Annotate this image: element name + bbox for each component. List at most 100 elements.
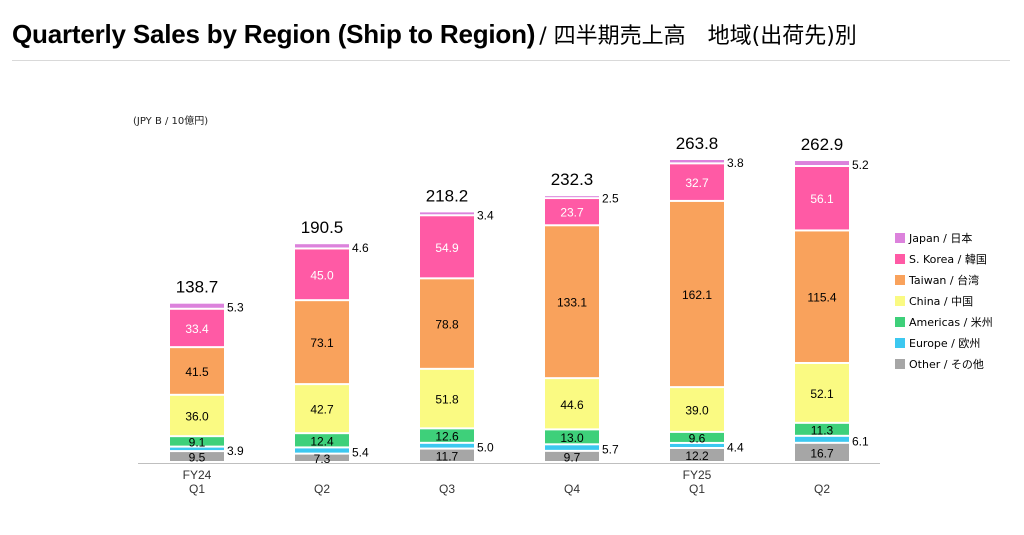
data-label: 12.4 (310, 434, 334, 448)
data-label: 115.4 (807, 291, 836, 305)
unit-label: (JPY B / 10億円) (133, 114, 208, 127)
bar-segment (795, 443, 849, 461)
bar-segment (670, 160, 724, 163)
title-divider (12, 60, 1010, 61)
legend-entry: Europe / 欧州 (909, 337, 980, 350)
data-label: 3.8 (727, 156, 744, 170)
legend-swatch (895, 233, 905, 243)
bar-segment (795, 161, 849, 166)
bar-segment (545, 199, 599, 225)
data-label: 44.6 (560, 398, 584, 412)
bar-segment (670, 388, 724, 431)
data-label: 12.2 (685, 449, 709, 463)
bar-segment (170, 437, 224, 446)
total-label: 218.2 (426, 186, 469, 205)
data-label: 56.1 (810, 192, 834, 206)
total-label: 262.9 (801, 135, 844, 154)
data-label: 5.0 (477, 441, 494, 455)
data-label: 23.7 (560, 206, 584, 220)
page-title: Quarterly Sales by Region (Ship to Regio… (12, 18, 857, 58)
legend-swatch (895, 338, 905, 348)
bar-segment (295, 244, 349, 248)
bar-segment (420, 212, 474, 215)
total-label: 263.8 (676, 134, 719, 153)
x-tick-quarter: Q3 (439, 482, 455, 496)
bar-segment (420, 369, 474, 428)
legend-entry: Taiwan / 台湾 (908, 273, 979, 287)
legend-swatch (895, 254, 905, 264)
data-label: 5.4 (352, 446, 369, 460)
data-label: 7.3 (314, 452, 331, 466)
bar-segment (545, 226, 599, 378)
bar-segment (420, 279, 474, 368)
legend-entry: Japan / 日本 (908, 231, 972, 245)
bar-segment (170, 309, 224, 347)
legend-swatch (895, 359, 905, 369)
bar-segment (795, 436, 849, 442)
bar-segment (170, 447, 224, 451)
bar-segment (795, 231, 849, 362)
data-label: 133.1 (557, 296, 587, 310)
bar-segment (295, 454, 349, 461)
data-label: 9.6 (689, 431, 706, 445)
legend-swatch (895, 296, 905, 306)
data-label: 162.1 (682, 288, 712, 302)
title-subtitle: / 四半期売上高 地域(出荷先)別 (539, 24, 857, 49)
bar-segment (670, 448, 724, 461)
data-label: 3.9 (227, 444, 244, 458)
data-label: 16.7 (810, 446, 834, 460)
bar-segment (545, 379, 599, 429)
bar-segment (170, 452, 224, 461)
bar-segment (295, 249, 349, 300)
bar-segment (545, 196, 599, 198)
bar-segment (545, 445, 599, 450)
bar-segment (795, 363, 849, 422)
data-label: 4.4 (727, 440, 744, 454)
x-tick-fiscal-year: FY24 (183, 468, 212, 482)
data-label: 52.1 (810, 387, 834, 401)
data-label: 3.4 (477, 208, 494, 222)
bar-segment (670, 443, 724, 447)
total-label: 232.3 (551, 170, 594, 189)
x-tick-fiscal-year: FY25 (683, 468, 712, 482)
data-label: 36.0 (185, 409, 209, 423)
x-tick-quarter: Q4 (564, 482, 580, 496)
data-label: 42.7 (310, 403, 334, 417)
x-tick-quarter: Q1 (689, 482, 705, 496)
data-label: 11.3 (811, 423, 834, 437)
bar-segment (420, 443, 474, 448)
data-label: 11.7 (436, 449, 459, 463)
x-tick-quarter: Q1 (189, 482, 205, 496)
bar-segment (170, 303, 224, 308)
bar-segment (670, 201, 724, 387)
x-tick-quarter: Q2 (314, 482, 330, 496)
legend-entry: S. Korea / 韓国 (909, 253, 987, 266)
bar-segment (795, 423, 849, 435)
bar-segment (670, 164, 724, 200)
legend-entry: Americas / 米州 (909, 316, 993, 329)
data-label: 54.9 (435, 241, 459, 255)
data-label: 6.1 (852, 434, 869, 448)
data-label: 4.6 (352, 241, 369, 255)
data-label: 78.8 (435, 318, 459, 332)
bar-segment (670, 432, 724, 442)
bar-segment (795, 167, 849, 230)
total-label: 190.5 (301, 218, 344, 237)
title-main: Quarterly Sales by Region (Ship to Regio… (12, 19, 536, 49)
data-label: 33.4 (185, 322, 209, 336)
data-label: 9.5 (189, 451, 206, 465)
bar-segment (295, 448, 349, 453)
legend-swatch (895, 317, 905, 327)
data-label: 5.2 (852, 158, 869, 172)
data-label: 9.7 (564, 450, 581, 464)
bar-segment (295, 301, 349, 384)
bar-segment (420, 216, 474, 278)
data-label: 45.0 (310, 268, 334, 282)
data-label: 5.3 (227, 301, 244, 315)
bar-segment (170, 348, 224, 394)
bar-segment (545, 451, 599, 461)
legend-swatch (895, 275, 905, 285)
bar-segment (420, 429, 474, 442)
data-label: 73.1 (310, 336, 334, 350)
